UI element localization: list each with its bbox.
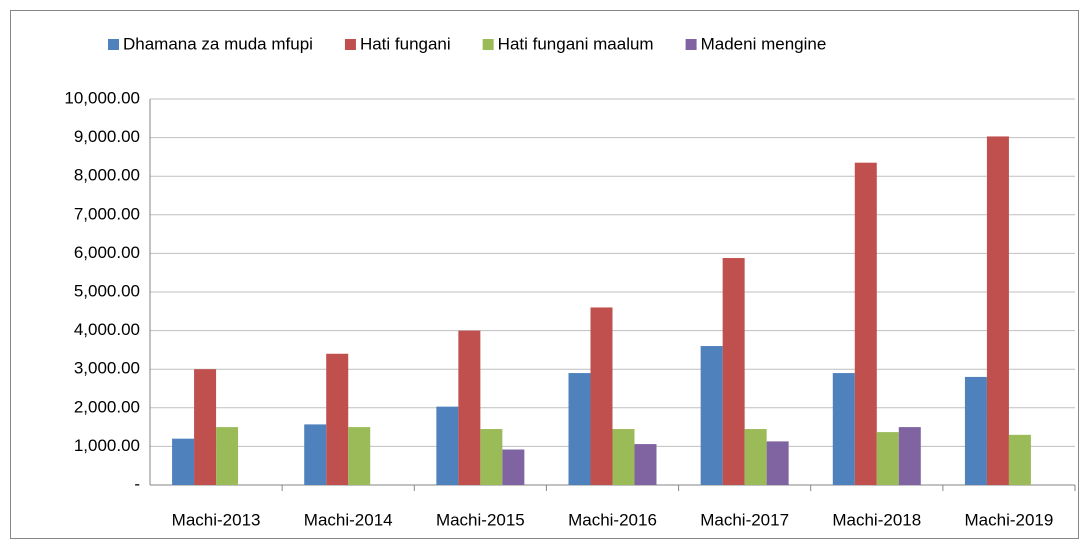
bar: [700, 346, 723, 485]
bar: [568, 373, 591, 485]
y-tick-label: -: [134, 474, 140, 493]
bar: [766, 441, 789, 485]
bar: [502, 449, 525, 485]
x-tick-label: Machi-2019: [965, 510, 1054, 529]
bar: [458, 330, 481, 485]
bar: [436, 406, 459, 485]
x-tick-label: Machi-2018: [832, 510, 921, 529]
bar: [964, 376, 987, 485]
bar: [876, 432, 899, 485]
bar: [1008, 434, 1031, 485]
x-tick-label: Machi-2015: [436, 510, 525, 529]
y-tick-label: 1,000.00: [74, 436, 140, 455]
legend-label: Madeni mengine: [701, 34, 827, 53]
y-tick-label: 8,000.00: [74, 166, 140, 185]
x-tick-label: Machi-2014: [304, 510, 393, 529]
x-tick-label: Machi-2013: [172, 510, 261, 529]
x-tick-label: Machi-2016: [568, 510, 657, 529]
bar: [326, 353, 349, 485]
legend-label: Hati fungani maalum: [498, 34, 654, 53]
bar: [304, 424, 327, 485]
x-tick-label: Machi-2017: [700, 510, 789, 529]
legend-swatch: [108, 39, 119, 50]
bar: [722, 258, 745, 485]
bar: [986, 136, 1009, 485]
bar: [348, 427, 371, 485]
legend-label: Dhamana za muda mfupi: [123, 34, 313, 53]
bar: [216, 427, 239, 485]
y-tick-label: 2,000.00: [74, 397, 140, 416]
legend-swatch: [344, 39, 356, 50]
legend-swatch: [685, 39, 697, 50]
y-tick-label: 5,000.00: [74, 281, 140, 300]
bar: [744, 429, 767, 485]
bar: [634, 444, 657, 485]
bar: [480, 429, 503, 485]
y-tick-label: 10,000.00: [64, 88, 140, 107]
bar: [898, 427, 921, 485]
legend-swatch: [482, 39, 494, 50]
y-tick-label: 7,000.00: [74, 204, 140, 223]
bar: [172, 438, 195, 485]
bar: [832, 373, 855, 485]
bar: [854, 162, 877, 485]
bar: [194, 369, 217, 485]
y-tick-label: 3,000.00: [74, 359, 140, 378]
y-tick-label: 6,000.00: [74, 243, 140, 262]
bar: [590, 307, 613, 485]
y-tick-label: 4,000.00: [74, 320, 140, 339]
y-tick-label: 9,000.00: [74, 127, 140, 146]
legend-label: Hati fungani: [360, 34, 451, 53]
bar: [612, 429, 635, 485]
